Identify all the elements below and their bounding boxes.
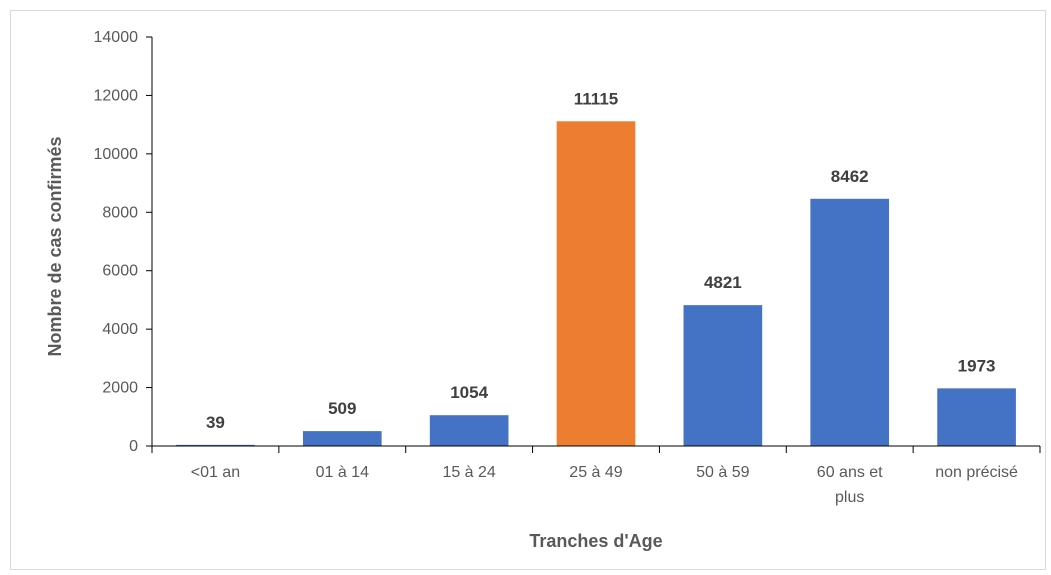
bar [429, 415, 509, 446]
y-axis-title: Nombre de cas confirmés [45, 136, 65, 356]
data-label: 39 [206, 413, 225, 432]
y-axis-ticks: 0 2000 4000 6000 8000 10000 12000 14000 [94, 29, 152, 455]
y-tick-label: 0 [129, 438, 138, 455]
y-tick-label: 14000 [94, 29, 139, 46]
x-axis-title: Tranches d'Age [529, 531, 662, 551]
x-tick-label: 25 à 49 [569, 464, 622, 481]
x-tick-label: 01 à 14 [316, 464, 369, 481]
bar [683, 305, 763, 446]
bar [937, 388, 1016, 446]
data-labels: 39 509 1054 11115 4821 8462 1973 [206, 89, 996, 432]
y-tick-label: 4000 [102, 321, 138, 338]
data-label: 11115 [574, 89, 618, 108]
data-label: 509 [328, 399, 356, 418]
data-label: 1054 [450, 383, 488, 402]
data-label: 4821 [704, 273, 742, 292]
y-tick-label: 10000 [94, 146, 139, 163]
x-tick-label: 50 à 59 [696, 464, 749, 481]
y-tick-label: 6000 [102, 263, 138, 280]
y-tick-label: 12000 [94, 87, 139, 104]
y-tick-label: 2000 [102, 380, 138, 397]
data-label: 1973 [958, 356, 996, 375]
data-label: 8462 [831, 167, 869, 186]
bar [302, 431, 382, 446]
x-tick-label: <01 an [191, 464, 240, 481]
bars [176, 121, 1016, 447]
x-axis-ticks: <01 an 01 à 14 15 à 24 25 à 49 50 à 59 60 ans… [151, 446, 1041, 506]
x-tick-label: non précisé [935, 464, 1018, 481]
x-tick-label: 60 ans et plus [817, 464, 883, 506]
y-tick-label: 8000 [102, 204, 138, 221]
bar [556, 121, 636, 447]
bar [810, 198, 890, 446]
x-tick-label: 15 à 24 [442, 464, 495, 481]
bar [176, 444, 255, 446]
